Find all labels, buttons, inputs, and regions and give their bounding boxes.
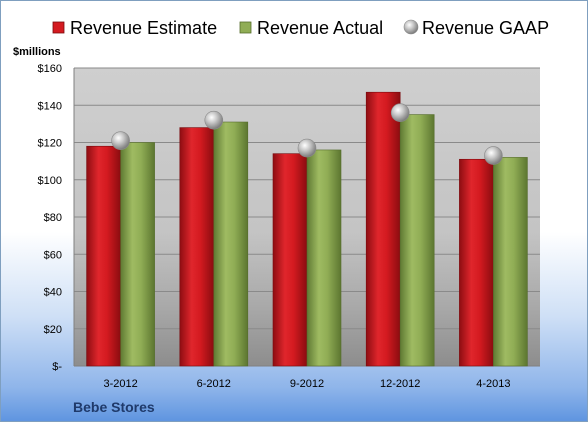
legend-label: Revenue Estimate	[70, 18, 217, 38]
estimate-bar	[179, 127, 215, 367]
company-name: Bebe Stores	[73, 399, 155, 415]
legend-swatch	[239, 21, 252, 34]
estimate-bar	[272, 153, 308, 367]
actual-bar	[399, 114, 435, 367]
actual-bar	[493, 157, 528, 367]
y-tick-label: $140	[38, 100, 62, 112]
legend-swatch	[52, 21, 65, 34]
actual-bar	[213, 121, 249, 367]
actual-bar	[120, 142, 155, 367]
gaap-marker	[484, 146, 503, 165]
estimate-bar	[86, 145, 121, 367]
x-tick-label: 12-2012	[380, 378, 420, 390]
gaap-marker	[297, 138, 317, 158]
x-tick-label: 9-2012	[290, 378, 324, 390]
estimate-bar	[459, 158, 494, 367]
legend-swatch	[403, 19, 419, 35]
y-tick-label: $160	[38, 63, 62, 75]
y-tick-label: $20	[44, 324, 62, 336]
actual-bar	[306, 149, 342, 367]
y-tick-label: $80	[44, 212, 62, 224]
y-tick-label: $120	[38, 138, 62, 150]
gaap-marker	[111, 131, 130, 150]
legend-label: Revenue Actual	[257, 18, 383, 38]
x-tick-label: 3-2012	[103, 378, 137, 390]
y-tick-label: $100	[38, 175, 62, 187]
x-tick-label: 6-2012	[197, 378, 231, 390]
y-axis-title: $millions	[13, 46, 61, 58]
x-tick-label: 4-2013	[476, 378, 510, 390]
estimate-bar	[365, 91, 401, 367]
y-tick-label: $60	[44, 249, 62, 261]
gaap-marker	[390, 103, 410, 122]
gaap-marker	[204, 110, 224, 130]
y-tick-label: $-	[52, 361, 62, 373]
y-tick-label: $40	[44, 287, 62, 299]
legend-label: Revenue GAAP	[422, 18, 549, 38]
